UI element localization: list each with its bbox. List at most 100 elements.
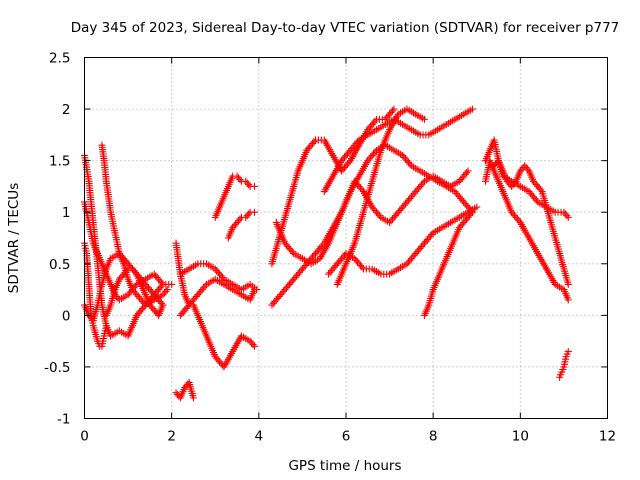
- data-point: [396, 206, 404, 214]
- data-point: [404, 196, 412, 204]
- data-point: [232, 220, 240, 228]
- data-point: [399, 151, 407, 159]
- data-point: [313, 248, 321, 256]
- data-point: [458, 196, 466, 204]
- data-point: [537, 186, 545, 194]
- data-point: [281, 286, 289, 294]
- data-point: [515, 217, 523, 225]
- data-point: [420, 239, 428, 247]
- y-tick-label: -0.5: [44, 360, 70, 376]
- data-point: [373, 208, 381, 216]
- data-point: [284, 282, 292, 290]
- data-point: [309, 253, 317, 261]
- data-point: [403, 157, 411, 165]
- data-point: [173, 390, 181, 398]
- data-point: [249, 341, 257, 349]
- data-point: [304, 145, 312, 153]
- data-point: [250, 342, 258, 350]
- data-point: [407, 193, 415, 201]
- data-point: [188, 298, 196, 306]
- data-point: [285, 280, 293, 288]
- data-point: [310, 138, 318, 146]
- data-point: [333, 260, 341, 268]
- data-point: [280, 287, 288, 295]
- data-point: [214, 356, 222, 364]
- data-point: [343, 150, 351, 158]
- data-point: [278, 289, 286, 297]
- data-point: [253, 286, 261, 294]
- data-point: [455, 177, 463, 185]
- data-point: [123, 267, 131, 275]
- series-s18: [420, 208, 476, 319]
- data-point: [532, 181, 540, 189]
- data-point: [156, 284, 164, 292]
- data-point: [229, 224, 237, 232]
- data-point: [306, 143, 314, 151]
- data-point: [268, 301, 276, 309]
- series-s10: [176, 260, 261, 294]
- y-tick-label: 0.5: [49, 257, 70, 273]
- data-point: [195, 289, 203, 297]
- data-point: [357, 184, 365, 192]
- data-point: [348, 145, 356, 153]
- data-point: [147, 303, 155, 311]
- data-point: [191, 294, 199, 302]
- y-axis-label: SDTVAR / TECUs: [6, 183, 22, 293]
- data-point: [155, 286, 163, 294]
- data-point: [211, 353, 219, 361]
- data-point: [399, 203, 407, 211]
- data-point: [403, 260, 411, 268]
- data-point: [155, 275, 163, 283]
- data-point: [419, 179, 427, 187]
- data-point: [460, 172, 468, 180]
- data-point: [458, 174, 466, 182]
- data-point: [511, 179, 519, 187]
- data-point: [287, 246, 295, 254]
- data-point: [404, 158, 412, 166]
- data-point: [316, 244, 324, 252]
- data-point: [463, 215, 471, 223]
- data-point: [473, 203, 481, 211]
- data-point: [383, 114, 391, 122]
- data-point: [387, 109, 395, 117]
- data-point: [355, 260, 363, 268]
- data-point: [422, 237, 430, 245]
- data-point: [291, 274, 299, 282]
- data-point: [355, 182, 363, 190]
- data-point: [329, 265, 337, 273]
- data-point: [301, 262, 309, 270]
- data-point: [516, 167, 524, 175]
- data-point: [370, 150, 378, 158]
- data-point: [156, 277, 164, 285]
- data-point: [245, 210, 253, 218]
- data-point: [508, 208, 516, 216]
- data-point: [365, 124, 373, 132]
- data-point: [402, 155, 410, 163]
- data-point: [564, 280, 572, 288]
- data-point: [451, 188, 459, 196]
- data-point: [126, 289, 134, 297]
- data-point: [535, 184, 543, 192]
- data-point: [181, 384, 189, 392]
- data-point: [371, 206, 379, 214]
- data-point: [418, 181, 426, 189]
- data-point: [156, 298, 164, 306]
- data-point: [368, 121, 376, 129]
- data-point: [288, 248, 296, 256]
- data-point: [525, 188, 533, 196]
- data-point: [194, 291, 202, 299]
- data-point: [288, 277, 296, 285]
- data-point: [149, 289, 157, 297]
- data-point: [349, 143, 357, 151]
- data-point: [412, 249, 420, 257]
- series-s8: [172, 378, 197, 402]
- data-points: [81, 105, 572, 402]
- data-point: [274, 294, 282, 302]
- data-point: [358, 263, 366, 271]
- data-point: [354, 258, 362, 266]
- data-point: [185, 301, 193, 309]
- data-point: [463, 169, 471, 177]
- data-point: [243, 179, 251, 187]
- data-point: [217, 272, 225, 280]
- data-point: [428, 231, 436, 239]
